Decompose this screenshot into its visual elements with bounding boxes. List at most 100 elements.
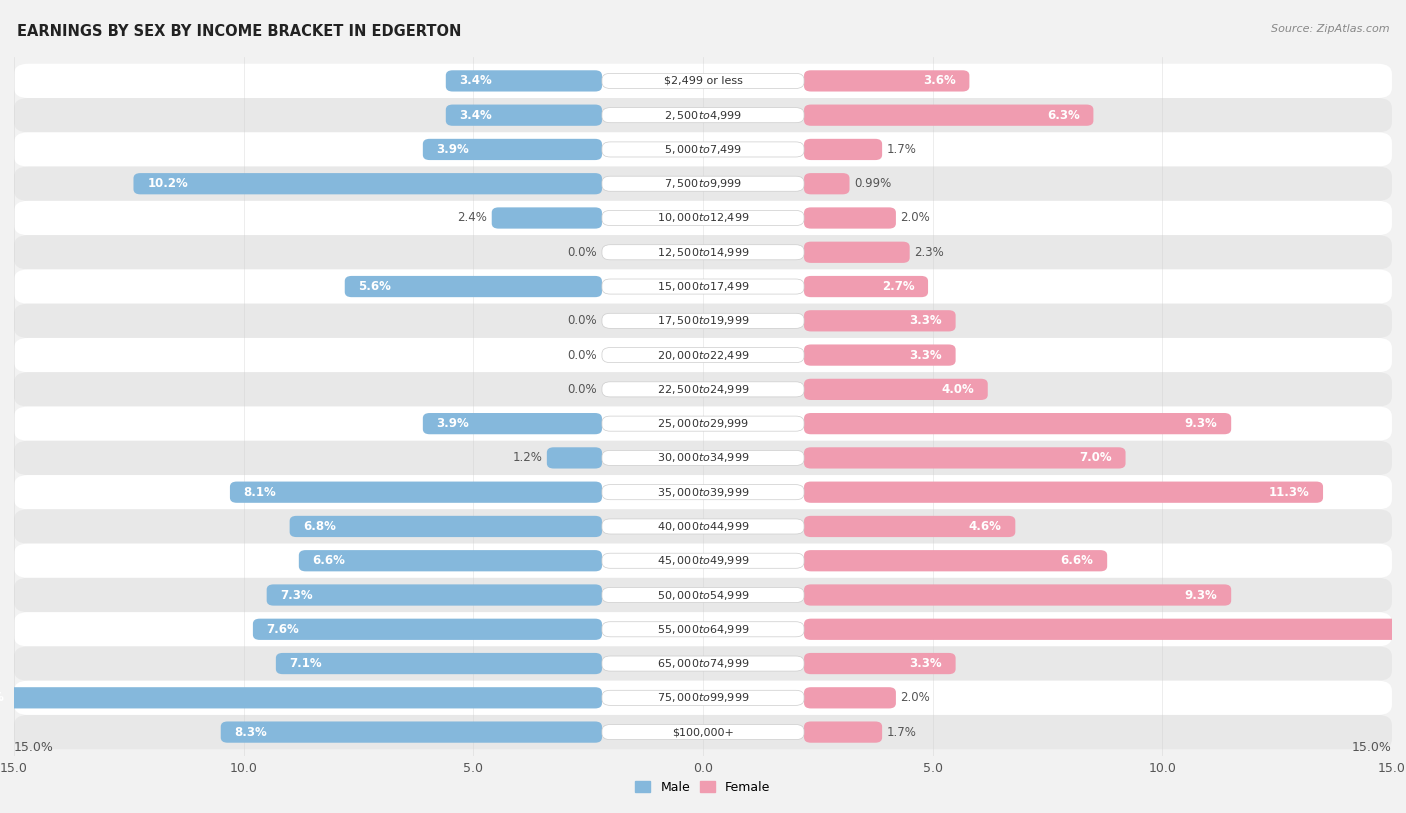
FancyBboxPatch shape <box>602 450 804 466</box>
FancyBboxPatch shape <box>14 201 1392 235</box>
Text: $22,500 to $24,999: $22,500 to $24,999 <box>657 383 749 396</box>
Text: 7.3%: 7.3% <box>280 589 314 602</box>
Text: $55,000 to $64,999: $55,000 to $64,999 <box>657 623 749 636</box>
Text: 14.2%: 14.2% <box>0 691 4 704</box>
Legend: Male, Female: Male, Female <box>630 776 776 799</box>
FancyBboxPatch shape <box>253 619 602 640</box>
FancyBboxPatch shape <box>14 612 1392 646</box>
FancyBboxPatch shape <box>804 139 882 160</box>
Text: $35,000 to $39,999: $35,000 to $39,999 <box>657 485 749 498</box>
FancyBboxPatch shape <box>804 276 928 298</box>
Text: 8.1%: 8.1% <box>243 485 277 498</box>
FancyBboxPatch shape <box>804 687 896 708</box>
Text: 9.3%: 9.3% <box>1185 417 1218 430</box>
FancyBboxPatch shape <box>602 245 804 260</box>
Text: $50,000 to $54,999: $50,000 to $54,999 <box>657 589 749 602</box>
FancyBboxPatch shape <box>804 481 1323 502</box>
Text: 3.3%: 3.3% <box>910 349 942 362</box>
Text: 7.0%: 7.0% <box>1080 451 1112 464</box>
Text: 3.4%: 3.4% <box>460 109 492 122</box>
Text: 0.0%: 0.0% <box>568 315 598 328</box>
FancyBboxPatch shape <box>14 406 1392 441</box>
FancyBboxPatch shape <box>14 544 1392 578</box>
Text: 6.6%: 6.6% <box>312 554 346 567</box>
Text: 0.99%: 0.99% <box>853 177 891 190</box>
FancyBboxPatch shape <box>602 73 804 89</box>
Text: 3.3%: 3.3% <box>910 315 942 328</box>
Text: 2.0%: 2.0% <box>900 691 931 704</box>
Text: 10.2%: 10.2% <box>148 177 188 190</box>
FancyBboxPatch shape <box>602 416 804 431</box>
FancyBboxPatch shape <box>804 311 956 332</box>
FancyBboxPatch shape <box>231 481 602 502</box>
FancyBboxPatch shape <box>423 139 602 160</box>
Text: 0.0%: 0.0% <box>568 246 598 259</box>
FancyBboxPatch shape <box>804 70 969 92</box>
FancyBboxPatch shape <box>290 515 602 537</box>
FancyBboxPatch shape <box>804 413 1232 434</box>
Text: $40,000 to $44,999: $40,000 to $44,999 <box>657 520 749 533</box>
FancyBboxPatch shape <box>602 656 804 671</box>
Text: $65,000 to $74,999: $65,000 to $74,999 <box>657 657 749 670</box>
FancyBboxPatch shape <box>602 211 804 225</box>
Text: 1.7%: 1.7% <box>887 143 917 156</box>
Text: $10,000 to $12,499: $10,000 to $12,499 <box>657 211 749 224</box>
FancyBboxPatch shape <box>804 207 896 228</box>
FancyBboxPatch shape <box>267 585 602 606</box>
FancyBboxPatch shape <box>299 550 602 572</box>
FancyBboxPatch shape <box>602 382 804 397</box>
FancyBboxPatch shape <box>602 347 804 363</box>
Text: $5,000 to $7,499: $5,000 to $7,499 <box>664 143 742 156</box>
Text: 4.0%: 4.0% <box>941 383 974 396</box>
FancyBboxPatch shape <box>14 338 1392 372</box>
Text: EARNINGS BY SEX BY INCOME BRACKET IN EDGERTON: EARNINGS BY SEX BY INCOME BRACKET IN EDG… <box>17 24 461 39</box>
Text: 15.0%: 15.0% <box>14 741 53 754</box>
Text: 2.4%: 2.4% <box>457 211 486 224</box>
FancyBboxPatch shape <box>602 279 804 294</box>
Text: $2,500 to $4,999: $2,500 to $4,999 <box>664 109 742 122</box>
Text: 3.9%: 3.9% <box>437 143 470 156</box>
Text: 9.3%: 9.3% <box>1185 589 1218 602</box>
Text: $75,000 to $99,999: $75,000 to $99,999 <box>657 691 749 704</box>
FancyBboxPatch shape <box>344 276 602 298</box>
FancyBboxPatch shape <box>446 105 602 126</box>
FancyBboxPatch shape <box>602 553 804 568</box>
FancyBboxPatch shape <box>446 70 602 92</box>
Text: $30,000 to $34,999: $30,000 to $34,999 <box>657 451 749 464</box>
FancyBboxPatch shape <box>602 588 804 602</box>
FancyBboxPatch shape <box>804 241 910 263</box>
Text: $12,500 to $14,999: $12,500 to $14,999 <box>657 246 749 259</box>
FancyBboxPatch shape <box>547 447 602 468</box>
Text: $100,000+: $100,000+ <box>672 727 734 737</box>
FancyBboxPatch shape <box>423 413 602 434</box>
Text: 6.6%: 6.6% <box>1060 554 1094 567</box>
FancyBboxPatch shape <box>14 304 1392 338</box>
Text: 5.6%: 5.6% <box>359 280 391 293</box>
FancyBboxPatch shape <box>602 142 804 157</box>
FancyBboxPatch shape <box>221 721 602 743</box>
FancyBboxPatch shape <box>804 447 1126 468</box>
FancyBboxPatch shape <box>14 509 1392 544</box>
FancyBboxPatch shape <box>602 622 804 637</box>
FancyBboxPatch shape <box>14 578 1392 612</box>
FancyBboxPatch shape <box>602 485 804 500</box>
Text: $17,500 to $19,999: $17,500 to $19,999 <box>657 315 749 328</box>
FancyBboxPatch shape <box>14 441 1392 475</box>
Text: 8.3%: 8.3% <box>235 725 267 738</box>
FancyBboxPatch shape <box>804 550 1107 572</box>
FancyBboxPatch shape <box>804 653 956 674</box>
FancyBboxPatch shape <box>14 133 1392 167</box>
FancyBboxPatch shape <box>14 680 1392 715</box>
FancyBboxPatch shape <box>14 372 1392 406</box>
FancyBboxPatch shape <box>14 63 1392 98</box>
Text: $2,499 or less: $2,499 or less <box>664 76 742 86</box>
FancyBboxPatch shape <box>14 235 1392 269</box>
FancyBboxPatch shape <box>14 167 1392 201</box>
FancyBboxPatch shape <box>804 379 988 400</box>
Text: 0.0%: 0.0% <box>568 383 598 396</box>
FancyBboxPatch shape <box>804 585 1232 606</box>
Text: 15.0%: 15.0% <box>1353 741 1392 754</box>
Text: 1.2%: 1.2% <box>512 451 543 464</box>
FancyBboxPatch shape <box>804 105 1094 126</box>
Text: 0.0%: 0.0% <box>568 349 598 362</box>
